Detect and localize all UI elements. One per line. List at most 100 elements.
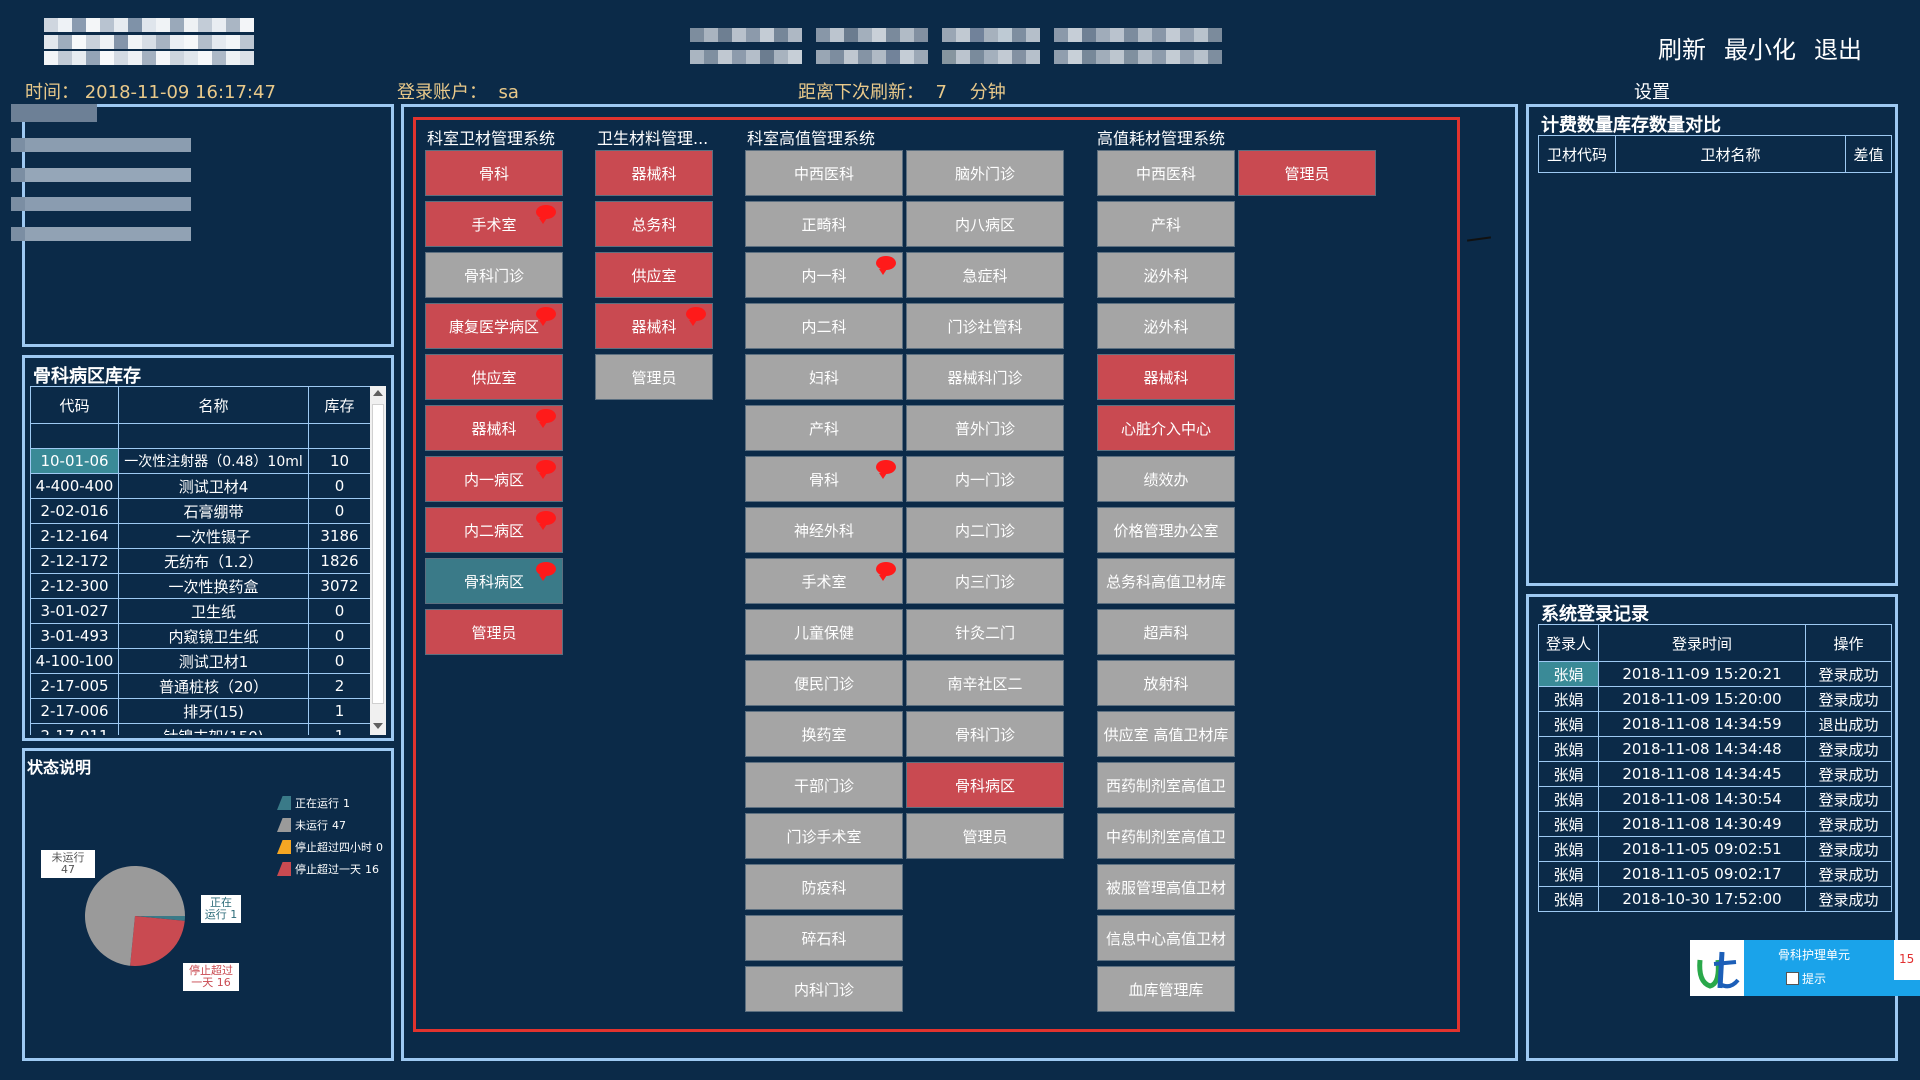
module-button[interactable]: 西药制剂室高值卫 xyxy=(1097,762,1235,808)
scroll-thumb[interactable] xyxy=(372,404,384,704)
compare-col-name[interactable]: 卫材名称 xyxy=(1615,135,1846,173)
module-button[interactable]: 总务科 xyxy=(595,201,713,247)
scroll-down-icon[interactable] xyxy=(373,723,383,729)
module-button[interactable]: 器械科 xyxy=(1097,354,1235,400)
module-button[interactable]: 供应室 xyxy=(425,354,563,400)
table-row[interactable]: 3-01-027 卫生纸 0 xyxy=(30,598,370,624)
module-button[interactable]: 器械科 xyxy=(425,405,563,451)
table-row[interactable]: 4-100-100 测试卫材1 0 xyxy=(30,648,370,674)
module-button[interactable]: 骨科 xyxy=(425,150,563,196)
module-button[interactable]: 骨科病区 xyxy=(425,558,563,604)
module-button[interactable]: 绩效办 xyxy=(1097,456,1235,502)
module-button[interactable]: 碎石科 xyxy=(745,915,903,961)
stock-col-name[interactable]: 名称 xyxy=(118,386,309,424)
module-button[interactable]: 门诊手术室 xyxy=(745,813,903,859)
module-button[interactable]: 器械科门诊 xyxy=(906,354,1064,400)
module-button[interactable]: 信息中心高值卫材 xyxy=(1097,915,1235,961)
table-row[interactable]: 张娟 2018-11-09 15:20:00 登录成功 xyxy=(1538,686,1892,712)
table-row[interactable]: 2-12-164 一次性镊子 3186 xyxy=(30,523,370,549)
table-row[interactable]: 张娟 2018-11-08 14:34:59 退出成功 xyxy=(1538,711,1892,737)
module-button[interactable]: 中西医科 xyxy=(1097,150,1235,196)
module-button[interactable]: 泌外科 xyxy=(1097,303,1235,349)
module-button[interactable]: 超声科 xyxy=(1097,609,1235,655)
stock-filter-row[interactable] xyxy=(30,423,370,449)
module-button[interactable]: 骨科门诊 xyxy=(906,711,1064,757)
module-button[interactable]: 血库管理库 xyxy=(1097,966,1235,1012)
table-row[interactable]: 张娟 2018-11-08 14:34:48 登录成功 xyxy=(1538,736,1892,762)
module-button[interactable]: 管理员 xyxy=(595,354,713,400)
module-button[interactable]: 防疫科 xyxy=(745,864,903,910)
module-button[interactable]: 换药室 xyxy=(745,711,903,757)
module-button[interactable]: 器械科 xyxy=(595,150,713,196)
minimize-button[interactable]: 最小化 xyxy=(1724,36,1796,64)
module-button[interactable]: 手术室 xyxy=(425,201,563,247)
table-row[interactable]: 张娟 2018-11-08 14:34:45 登录成功 xyxy=(1538,761,1892,787)
table-row[interactable]: 张娟 2018-11-05 09:02:17 登录成功 xyxy=(1538,861,1892,887)
module-button[interactable]: 管理员 xyxy=(1238,150,1376,196)
module-button[interactable]: 内一门诊 xyxy=(906,456,1064,502)
module-button[interactable]: 内二科 xyxy=(745,303,903,349)
compare-col-diff[interactable]: 差值 xyxy=(1845,135,1892,173)
module-button[interactable]: 骨科门诊 xyxy=(425,252,563,298)
module-button[interactable]: 手术室 xyxy=(745,558,903,604)
table-row[interactable]: 2-17-011钛镍支架(150)1 xyxy=(30,723,370,735)
table-row[interactable]: 2-17-006 排牙(15) 1 xyxy=(30,698,370,724)
module-button[interactable]: 急症科 xyxy=(906,252,1064,298)
notification-checkbox[interactable] xyxy=(1786,972,1799,985)
module-button[interactable]: 骨科 xyxy=(745,456,903,502)
module-button[interactable]: 被服管理高值卫材 xyxy=(1097,864,1235,910)
table-row[interactable]: 张娟 2018-11-09 15:20:21 登录成功 xyxy=(1538,661,1892,687)
module-button[interactable]: 内一病区 xyxy=(425,456,563,502)
table-row[interactable]: 2-12-172 无纺布（1.2） 1826 xyxy=(30,548,370,574)
module-button[interactable]: 内二门诊 xyxy=(906,507,1064,553)
table-row[interactable]: 张娟 2018-11-05 09:02:51 登录成功 xyxy=(1538,836,1892,862)
stock-col-qty[interactable]: 库存 xyxy=(308,386,370,424)
scroll-up-icon[interactable] xyxy=(373,390,383,396)
module-button[interactable]: 产科 xyxy=(1097,201,1235,247)
login-col-action[interactable]: 操作 xyxy=(1805,624,1892,662)
compare-col-code[interactable]: 卫材代码 xyxy=(1538,135,1616,173)
module-button[interactable]: 产科 xyxy=(745,405,903,451)
table-row[interactable]: 2-17-005 普通桩核（20） 2 xyxy=(30,673,370,699)
stock-col-code[interactable]: 代码 xyxy=(30,386,119,424)
stock-scrollbar[interactable] xyxy=(370,386,386,735)
module-button[interactable]: 内一科 xyxy=(745,252,903,298)
settings-link[interactable]: 设置 xyxy=(1634,82,1670,103)
module-button[interactable]: 神经外科 xyxy=(745,507,903,553)
login-col-user[interactable]: 登录人 xyxy=(1538,624,1599,662)
module-button[interactable]: 内二病区 xyxy=(425,507,563,553)
table-row[interactable]: 3-01-493 内窥镜卫生纸 0 xyxy=(30,623,370,649)
table-row[interactable]: 10-01-06 一次性注射器（0.48）10ml 10 xyxy=(30,448,370,474)
table-row[interactable]: 2-02-016 石膏绷带 0 xyxy=(30,498,370,524)
module-button[interactable]: 总务科高值卫材库 xyxy=(1097,558,1235,604)
module-button[interactable]: 儿童保健 xyxy=(745,609,903,655)
module-button[interactable]: 针灸二门 xyxy=(906,609,1064,655)
table-row[interactable]: 4-400-400 测试卫材4 0 xyxy=(30,473,370,499)
module-button[interactable]: 价格管理办公室 xyxy=(1097,507,1235,553)
module-button[interactable]: 中西医科 xyxy=(745,150,903,196)
login-col-time[interactable]: 登录时间 xyxy=(1598,624,1806,662)
module-button[interactable]: 门诊社管科 xyxy=(906,303,1064,349)
module-button[interactable]: 管理员 xyxy=(906,813,1064,859)
module-button[interactable]: 管理员 xyxy=(425,609,563,655)
module-button[interactable]: 脑外门诊 xyxy=(906,150,1064,196)
module-button[interactable]: 内八病区 xyxy=(906,201,1064,247)
module-button[interactable]: 内三门诊 xyxy=(906,558,1064,604)
module-button[interactable]: 妇科 xyxy=(745,354,903,400)
module-button[interactable]: 器械科 xyxy=(595,303,713,349)
module-button[interactable]: 内科门诊 xyxy=(745,966,903,1012)
module-button[interactable]: 中药制剂室高值卫 xyxy=(1097,813,1235,859)
module-button[interactable]: 普外门诊 xyxy=(906,405,1064,451)
notification-popup[interactable]: 骨科护理单元 提示 15 xyxy=(1690,940,1920,996)
module-button[interactable]: 南辛社区二 xyxy=(906,660,1064,706)
module-button[interactable]: 供应室 高值卫材库 xyxy=(1097,711,1235,757)
table-row[interactable]: 张娟 2018-11-08 14:30:49 登录成功 xyxy=(1538,811,1892,837)
module-button[interactable]: 康复医学病区 xyxy=(425,303,563,349)
module-button[interactable]: 心脏介入中心 xyxy=(1097,405,1235,451)
refresh-button[interactable]: 刷新 xyxy=(1658,36,1706,64)
module-button[interactable]: 泌外科 xyxy=(1097,252,1235,298)
table-row[interactable]: 张娟 2018-11-08 14:30:54 登录成功 xyxy=(1538,786,1892,812)
table-row[interactable]: 张娟 2018-10-30 17:52:00 登录成功 xyxy=(1538,886,1892,912)
module-button[interactable]: 骨科病区 xyxy=(906,762,1064,808)
module-button[interactable]: 供应室 xyxy=(595,252,713,298)
